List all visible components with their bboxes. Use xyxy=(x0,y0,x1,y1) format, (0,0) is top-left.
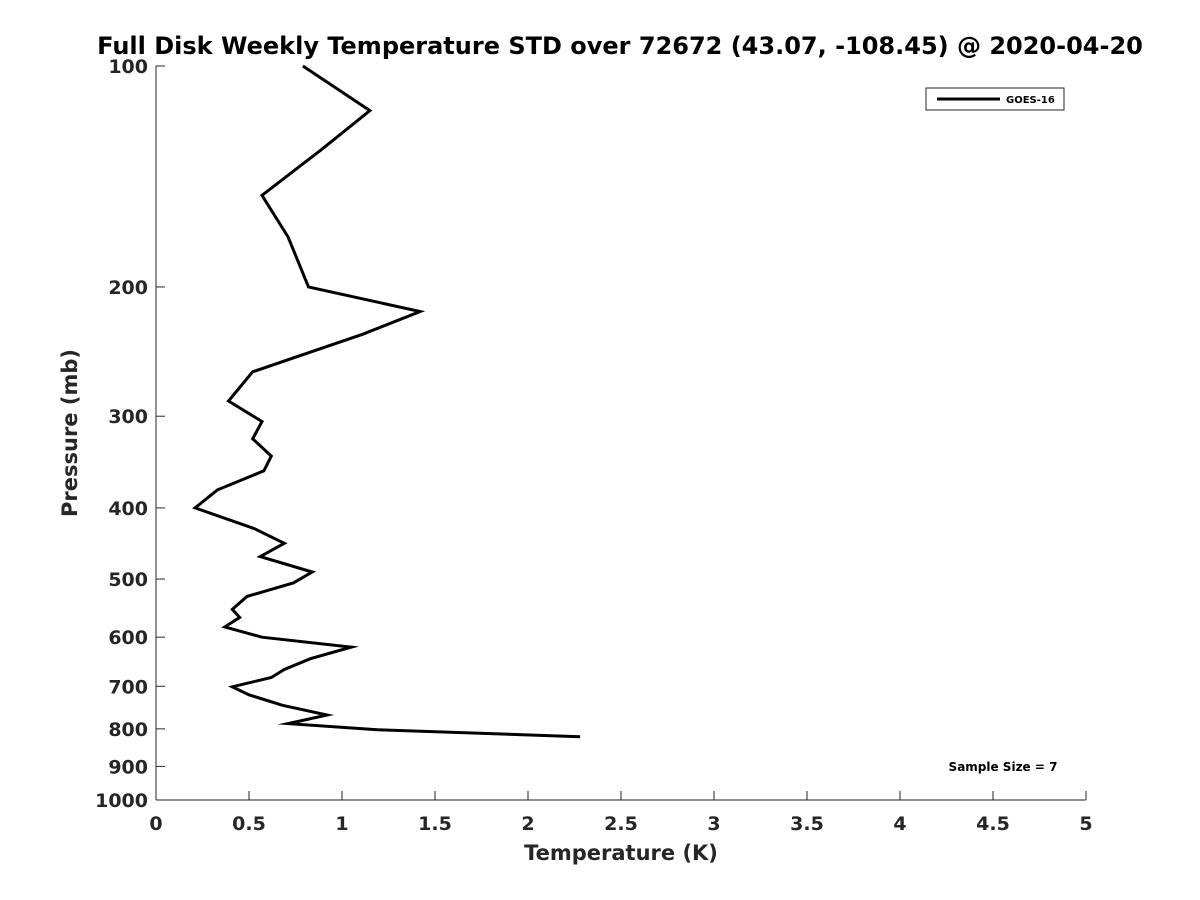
x-tick-label: 2 xyxy=(521,813,534,835)
y-tick-label: 800 xyxy=(108,719,148,741)
x-tick-label: 2.5 xyxy=(604,813,638,835)
x-tick-label: 4.5 xyxy=(976,813,1010,835)
x-tick-label: 3.5 xyxy=(790,813,824,835)
x-axis-label: Temperature (K) xyxy=(524,841,718,865)
y-tick-label: 600 xyxy=(108,627,148,649)
series-line-goes-16 xyxy=(192,64,581,739)
x-ticks: 0 0.5 1 1.5 2 2.5 3 3.5 4 4.5 5 xyxy=(149,791,1093,835)
x-tick-label: 0.5 xyxy=(232,813,266,835)
chart-title: Full Disk Weekly Temperature STD over 72… xyxy=(97,32,1143,60)
y-tick-label: 100 xyxy=(108,56,148,78)
y-tick-label: 700 xyxy=(108,676,148,698)
legend: GOES-16 xyxy=(925,87,1065,111)
x-tick-label: 4 xyxy=(893,813,906,835)
legend-label-goes-16: GOES-16 xyxy=(1006,95,1055,106)
series-layer xyxy=(192,64,581,739)
y-tick-label: 900 xyxy=(108,756,148,778)
y-tick-label: 400 xyxy=(108,498,148,520)
y-tick-label: 1000 xyxy=(95,790,148,812)
x-tick-label: 0 xyxy=(149,813,162,835)
y-axis-label: Pressure (mb) xyxy=(58,349,82,517)
y-tick-label: 300 xyxy=(108,406,148,428)
x-tick-label: 5 xyxy=(1079,813,1092,835)
y-tick-label: 200 xyxy=(108,277,148,299)
x-tick-label: 1 xyxy=(335,813,348,835)
plot-axes xyxy=(155,66,1086,801)
y-tick-label: 500 xyxy=(108,569,148,591)
x-tick-label: 1.5 xyxy=(418,813,452,835)
y-ticks: 100 200 300 400 500 600 700 800 900 1000 xyxy=(95,56,165,812)
x-tick-label: 3 xyxy=(707,813,720,835)
sample-size-annotation: Sample Size = 7 xyxy=(949,760,1058,774)
